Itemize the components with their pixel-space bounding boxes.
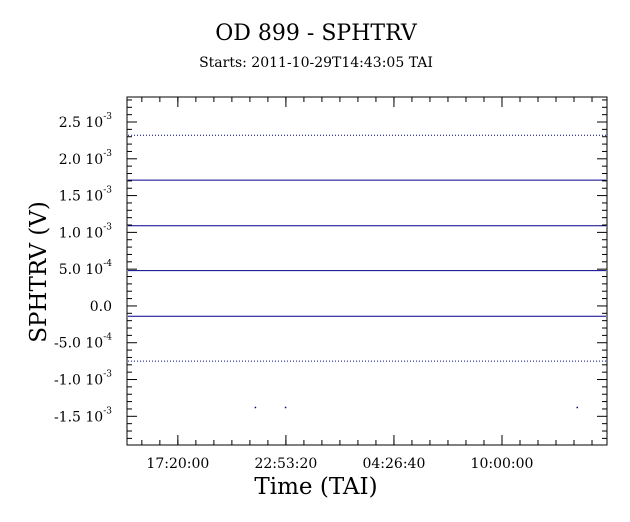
y-axis-title: SPHTRV (V) [26, 201, 52, 343]
data-point [254, 406, 257, 409]
y-tick-label: 2.5 10-3 [59, 112, 113, 131]
y-tick-label: 0.0 [90, 299, 112, 315]
data-point [284, 406, 287, 409]
data-layer [128, 134, 606, 409]
x-axis-title: Time (TAI) [254, 474, 377, 500]
y-tick-label: -5.0 10-4 [54, 333, 112, 352]
x-tick-label: 22:53:20 [254, 456, 317, 472]
chart-title: OD 899 - SPHTRV [215, 21, 418, 46]
plot-area [126, 96, 608, 446]
y-axis: 2.5 10-3 2.0 10-3 1.5 10-3 1.0 10-3 5.0 10-4… [54, 99, 607, 439]
chart-subtitle: Starts: 2011-10-29T14:43:05 TAI [199, 55, 433, 71]
x-tick-label: 17:20:00 [146, 456, 209, 472]
x-tick-label: 04:26:40 [362, 456, 425, 472]
y-tick-label: 1.5 10-3 [59, 186, 113, 205]
y-tick-label: 1.0 10-3 [59, 222, 113, 241]
y-tick-label: -1.0 10-3 [54, 370, 112, 389]
x-axis: 17:20:00 22:53:20 04:26:40 10:00:00 [141, 97, 593, 472]
data-point [576, 406, 579, 409]
y-tick-label: 2.0 10-3 [59, 149, 113, 168]
y-tick-label: -1.5 10-3 [54, 406, 112, 425]
y-tick-label: 5.0 10-4 [59, 259, 113, 278]
x-tick-label: 10:00:00 [471, 456, 534, 472]
